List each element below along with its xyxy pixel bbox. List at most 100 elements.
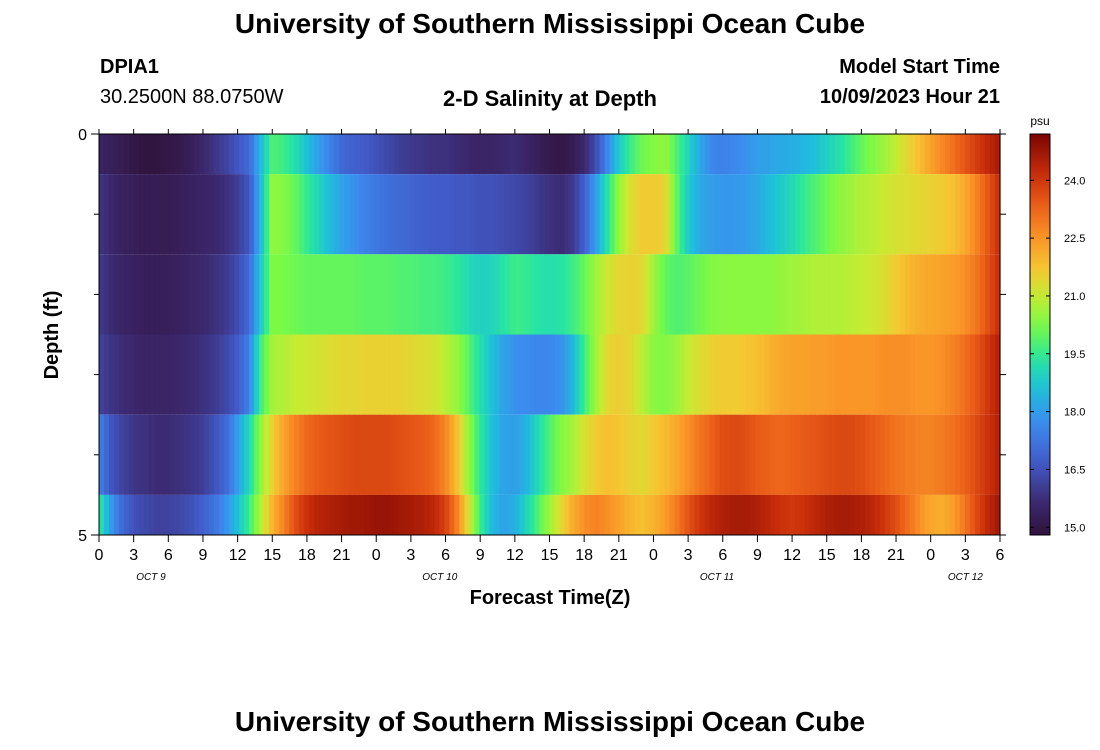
heatmap-cell <box>894 254 901 335</box>
heatmap-cell <box>804 174 811 255</box>
heatmap-cell <box>814 174 821 255</box>
heatmap-cell <box>739 134 746 175</box>
heatmap-cell <box>339 134 345 175</box>
heatmap-cell <box>709 414 716 495</box>
heatmap-cell <box>554 134 561 175</box>
heatmap-cell <box>789 414 796 495</box>
heatmap-cell <box>184 134 190 175</box>
heatmap-cell <box>544 134 551 175</box>
heatmap-cell <box>719 494 726 535</box>
heatmap-cell <box>804 414 811 495</box>
heatmap-cell <box>824 414 831 495</box>
heatmap-cell <box>659 174 666 255</box>
heatmap-cell <box>579 414 586 495</box>
heatmap-cell <box>414 174 420 255</box>
heatmap-cell <box>394 414 400 495</box>
heatmap-cell <box>444 134 450 175</box>
heatmap-cell <box>354 414 360 495</box>
heatmap-cell <box>974 174 981 255</box>
heatmap-cell <box>439 134 445 175</box>
heatmap-cell <box>804 254 811 335</box>
page-title-bottom: University of Southern Mississippi Ocean… <box>234 706 866 737</box>
heatmap-cell <box>479 254 486 335</box>
heatmap-cell <box>799 494 806 535</box>
heatmap-cell <box>394 494 400 535</box>
day-label: OCT 12 <box>948 572 983 583</box>
heatmap-cell <box>414 494 420 535</box>
heatmap-cell <box>934 334 941 415</box>
heatmap-cell <box>864 414 871 495</box>
heatmap-cell <box>299 254 305 335</box>
heatmap-cell <box>634 254 641 335</box>
heatmap-cell <box>364 494 370 535</box>
heatmap-cell <box>769 174 776 255</box>
heatmap-cell <box>294 254 300 335</box>
x-tick-label: 6 <box>164 547 173 564</box>
heatmap-cell <box>259 254 265 335</box>
heatmap-cell <box>784 414 791 495</box>
heatmap-cell <box>809 134 816 175</box>
heatmap-cell <box>124 174 130 255</box>
heatmap-cell <box>144 414 150 495</box>
heatmap-cell <box>269 174 275 255</box>
heatmap-cell <box>239 134 245 175</box>
heatmap-cell <box>204 414 210 495</box>
heatmap-cell <box>99 494 105 535</box>
heatmap-cell <box>464 254 471 335</box>
heatmap-cell <box>474 494 481 535</box>
heatmap-cell <box>329 174 335 255</box>
heatmap-cell <box>749 414 756 495</box>
heatmap-cell <box>249 414 255 495</box>
heatmap-cell <box>229 174 235 255</box>
heatmap-cell <box>209 334 215 415</box>
heatmap-cell <box>369 174 375 255</box>
heatmap-cell <box>479 494 486 535</box>
heatmap-cell <box>119 254 125 335</box>
heatmap-cell <box>484 174 491 255</box>
heatmap-cell <box>864 134 871 175</box>
heatmap-cell <box>754 134 761 175</box>
heatmap-cell <box>879 254 886 335</box>
heatmap-cell <box>524 134 531 175</box>
heatmap-cell <box>269 494 275 535</box>
heatmap-cell <box>214 174 220 255</box>
heatmap-cell <box>919 254 926 335</box>
heatmap-cell <box>524 334 531 415</box>
heatmap-cell <box>294 414 300 495</box>
heatmap-cell <box>524 254 531 335</box>
heatmap-cell <box>409 494 415 535</box>
heatmap-cell <box>779 254 786 335</box>
heatmap-cell <box>129 254 135 335</box>
heatmap-cell <box>969 334 976 415</box>
heatmap-cell <box>499 174 506 255</box>
heatmap-cell <box>274 494 280 535</box>
heatmap-cell <box>324 134 330 175</box>
heatmap-cell <box>684 494 691 535</box>
heatmap-cell <box>534 414 541 495</box>
heatmap-cell <box>844 134 851 175</box>
heatmap-cell <box>159 254 165 335</box>
heatmap-cell <box>234 414 240 495</box>
heatmap-cell <box>749 494 756 535</box>
heatmap-cell <box>454 134 460 175</box>
heatmap-cell <box>879 174 886 255</box>
heatmap-cell <box>749 174 756 255</box>
heatmap-cell <box>834 334 841 415</box>
heatmap-cell <box>549 334 556 415</box>
heatmap-cell <box>649 334 656 415</box>
heatmap-cell <box>994 134 1001 175</box>
heatmap-cell <box>339 494 345 535</box>
heatmap-cell <box>299 334 305 415</box>
heatmap-cell <box>979 254 986 335</box>
heatmap-cell <box>719 134 726 175</box>
heatmap-cell <box>429 494 435 535</box>
heatmap-cell <box>324 254 330 335</box>
heatmap-cell <box>794 254 801 335</box>
heatmap-cell <box>279 134 285 175</box>
heatmap-cell <box>314 334 320 415</box>
heatmap-cell <box>439 334 445 415</box>
heatmap-cell <box>884 134 891 175</box>
heatmap-cell <box>909 494 916 535</box>
heatmap-cell <box>554 494 561 535</box>
heatmap-cell <box>499 334 506 415</box>
